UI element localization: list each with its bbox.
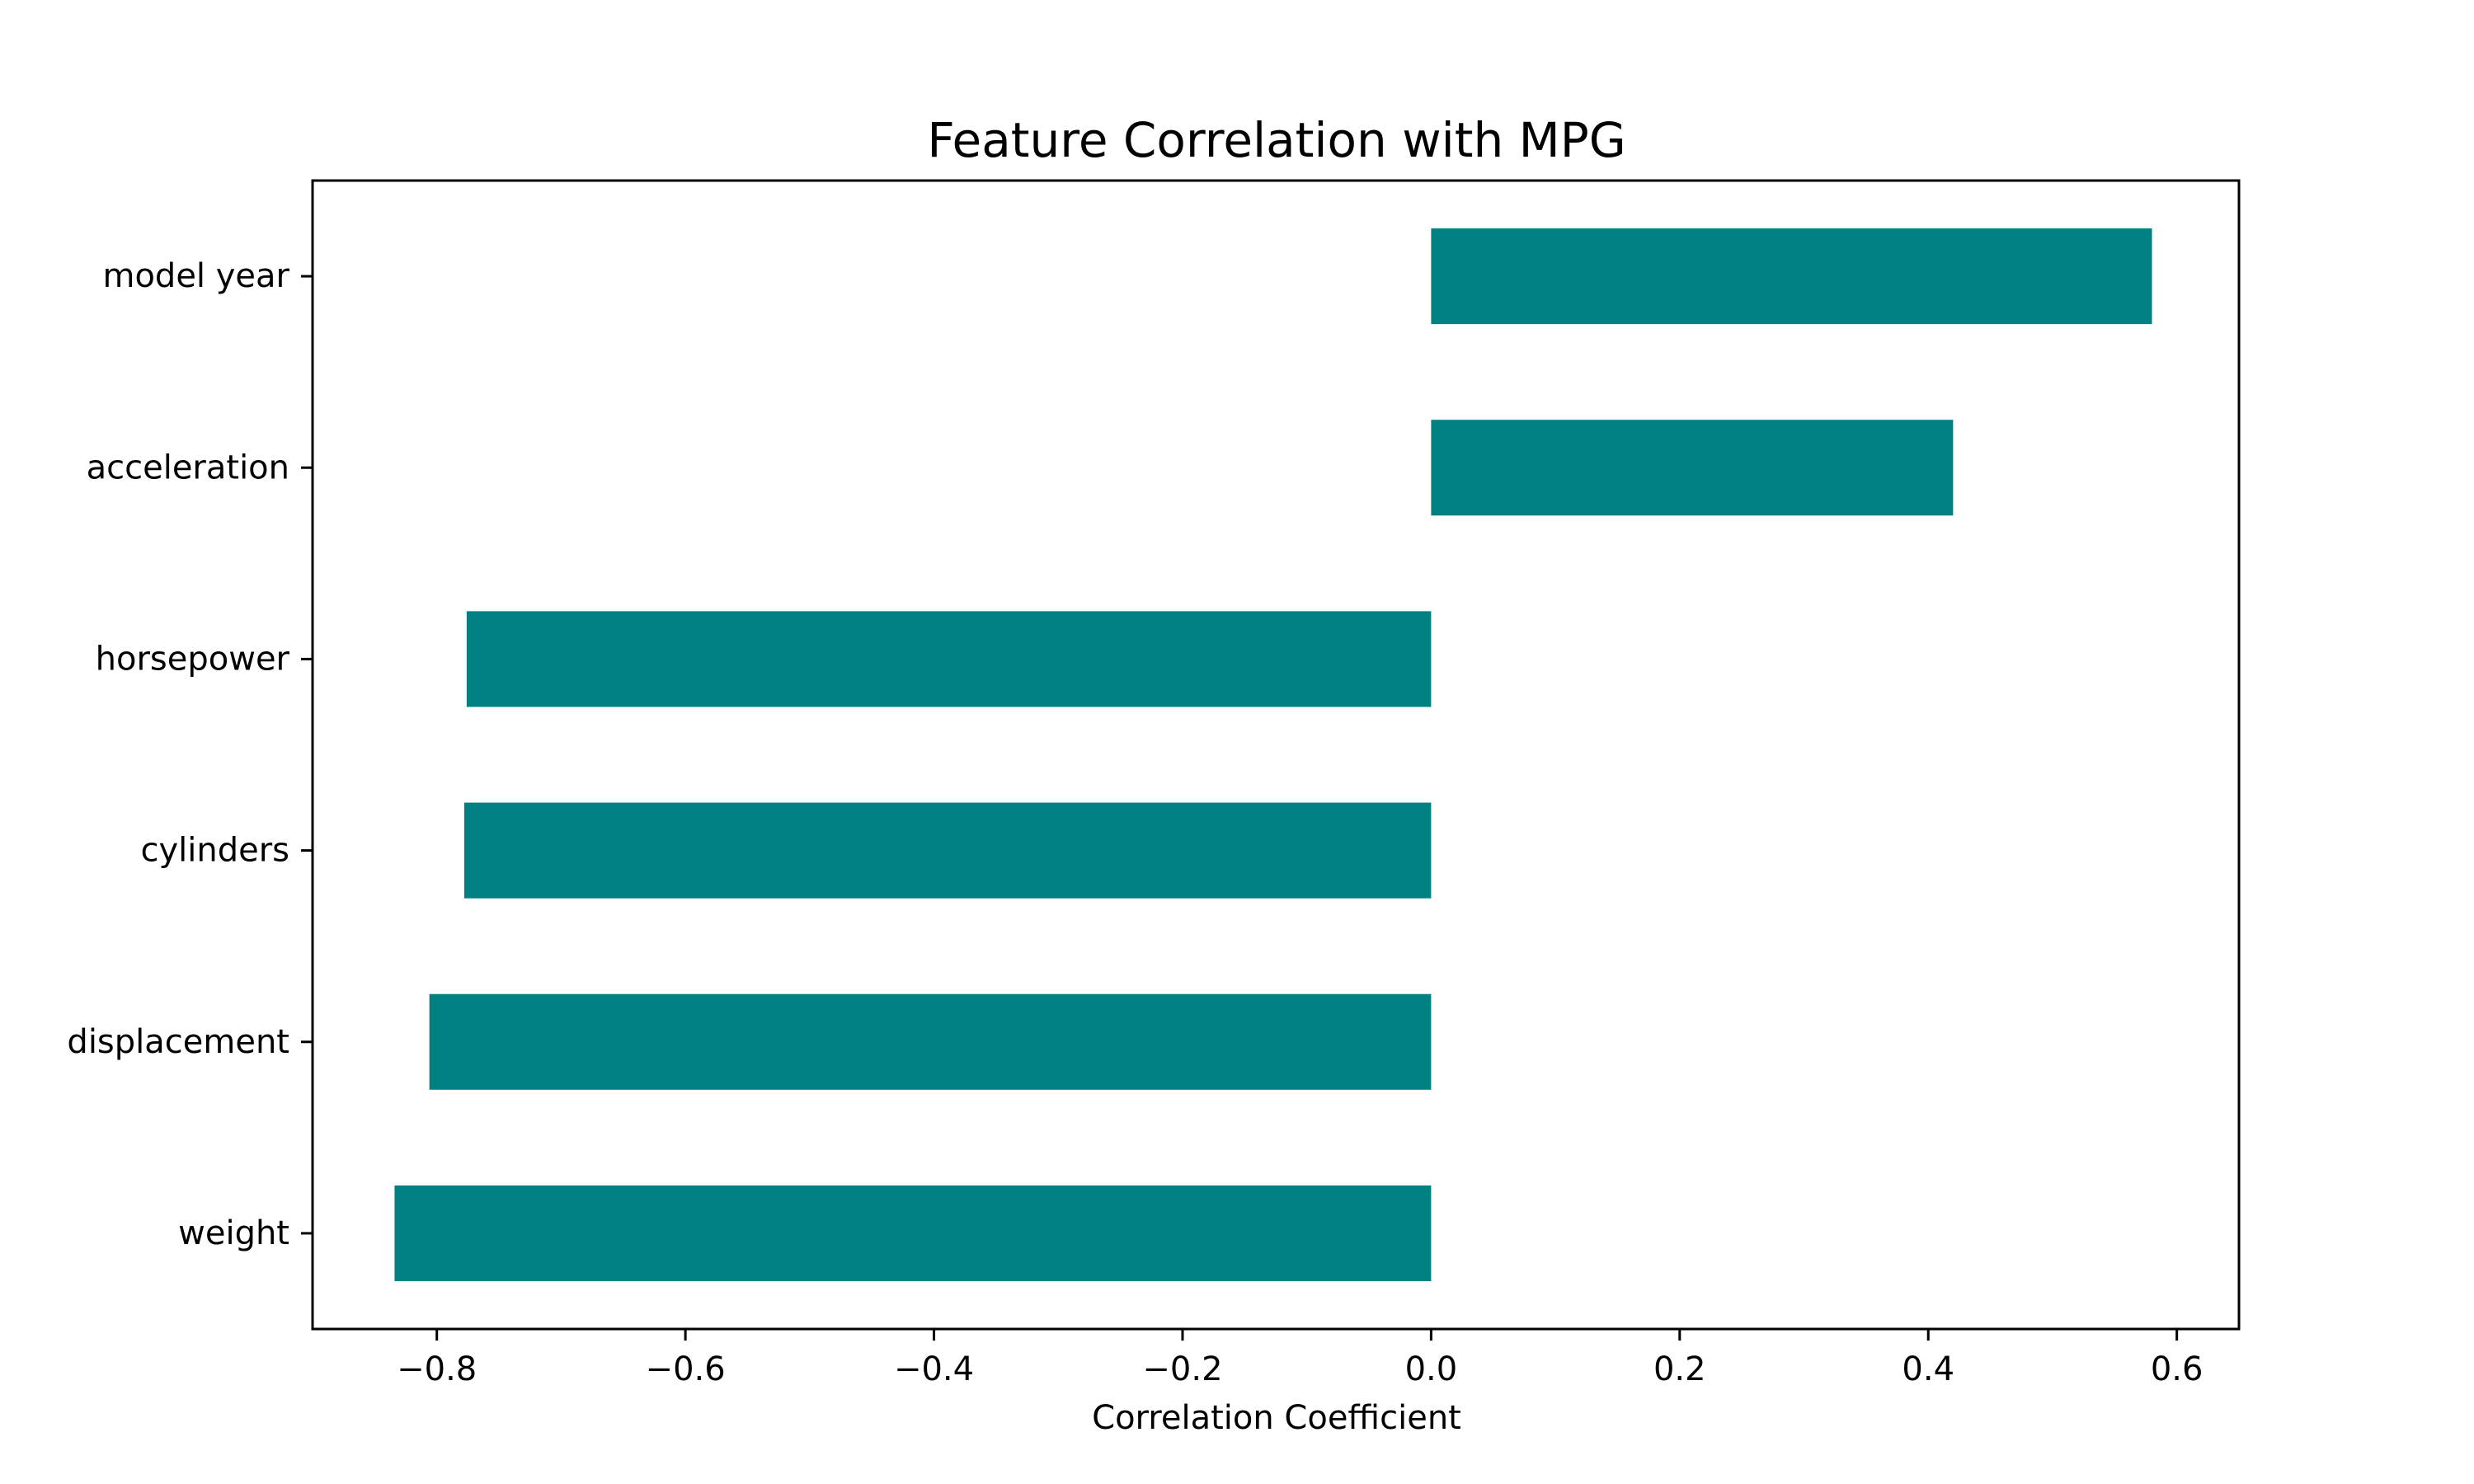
x-tick-label: 0.6 [2151, 1350, 2204, 1388]
x-tick-label: −0.6 [646, 1350, 726, 1388]
plot-area-frame [311, 179, 2241, 1331]
bar-horsepower [466, 611, 1432, 707]
x-tick-label: 0.2 [1653, 1350, 1706, 1388]
x-tick-label: −0.4 [894, 1350, 974, 1388]
bar-weight [394, 1185, 1432, 1281]
y-tick-label: horsepower [96, 640, 290, 678]
x-tick-label: 0.0 [1405, 1350, 1458, 1388]
y-tick-label: weight [178, 1214, 289, 1252]
y-tick-label: displacement [67, 1023, 289, 1061]
bar-displacement [429, 993, 1432, 1090]
y-tick-label: cylinders [140, 832, 289, 870]
bar-cylinders [463, 802, 1432, 899]
bar-acceleration [1431, 420, 1954, 516]
y-axis: model year acceleration horsepower cylinder… [67, 257, 313, 1252]
chart-title: Feature Correlation with MPG [927, 112, 1625, 168]
y-tick-label: acceleration [87, 448, 289, 486]
y-tick-label: model year [102, 257, 289, 295]
x-axis: −0.8 −0.6 −0.4 −0.2 0.0 0.2 0.4 0.6 [397, 1329, 2203, 1388]
bars-layer [394, 228, 2152, 1281]
x-axis-label: Correlation Coefficient [1092, 1399, 1461, 1437]
x-tick-label: −0.2 [1142, 1350, 1222, 1388]
bar-model-year [1431, 228, 2152, 325]
x-tick-label: 0.4 [1902, 1350, 1954, 1388]
x-tick-label: −0.8 [397, 1350, 477, 1388]
